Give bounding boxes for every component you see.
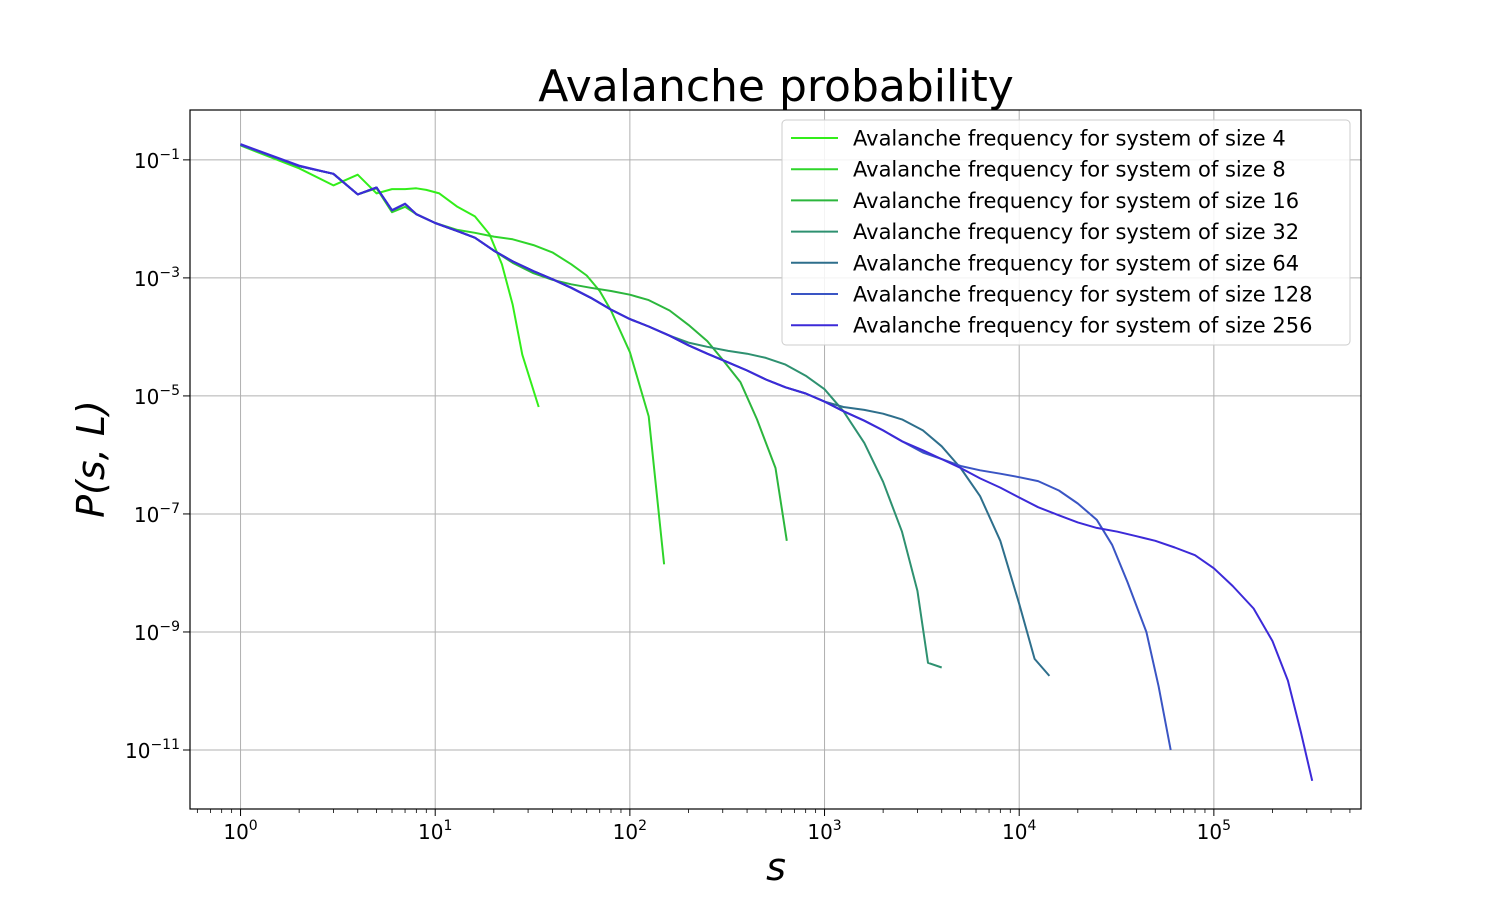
x-tick-label: 105 [1197, 818, 1231, 844]
y-tick-label: 10−5 [134, 383, 180, 409]
legend-label: Avalanche frequency for system of size 8 [853, 158, 1286, 182]
legend-label: Avalanche frequency for system of size 6… [853, 251, 1299, 275]
y-tick-label: 10−9 [134, 619, 180, 645]
legend-label: Avalanche frequency for system of size 3… [853, 220, 1299, 244]
y-tick-label: 10−7 [134, 501, 180, 527]
y-axis-label: P(s, L) [69, 400, 113, 518]
x-tick-label: 100 [223, 818, 257, 844]
chart-title: Avalanche probability [538, 61, 1014, 112]
y-tick-label: 10−1 [134, 147, 180, 173]
x-axis: 100 101 102 103 104 105 [196, 809, 1351, 844]
series-line-7 [240, 143, 1314, 782]
x-tick-label: 101 [418, 818, 452, 844]
legend: Avalanche frequency for system of size 4… [781, 119, 1351, 346]
legend-label: Avalanche frequency for system of size 2… [853, 314, 1312, 338]
legend-label: Avalanche frequency for system of size 1… [853, 189, 1299, 213]
x-tick-label: 102 [613, 818, 647, 844]
legend-label: Avalanche frequency for system of size 4 [853, 127, 1286, 151]
y-axis: 10−1 10−3 10−5 10−7 10−9 10−11 [125, 147, 190, 763]
series-line-1 [240, 144, 540, 408]
plot-frame [189, 109, 1362, 810]
y-tick-label: 10−3 [134, 265, 180, 291]
legend-frame [781, 119, 1351, 346]
x-tick-label: 104 [1002, 818, 1036, 844]
y-tick-label: 10−11 [125, 737, 180, 763]
legend-label: Avalanche frequency for system of size 1… [853, 283, 1312, 307]
series-lines [240, 143, 1314, 782]
x-axis-label: s [766, 845, 786, 889]
x-tick-label: 103 [807, 818, 841, 844]
